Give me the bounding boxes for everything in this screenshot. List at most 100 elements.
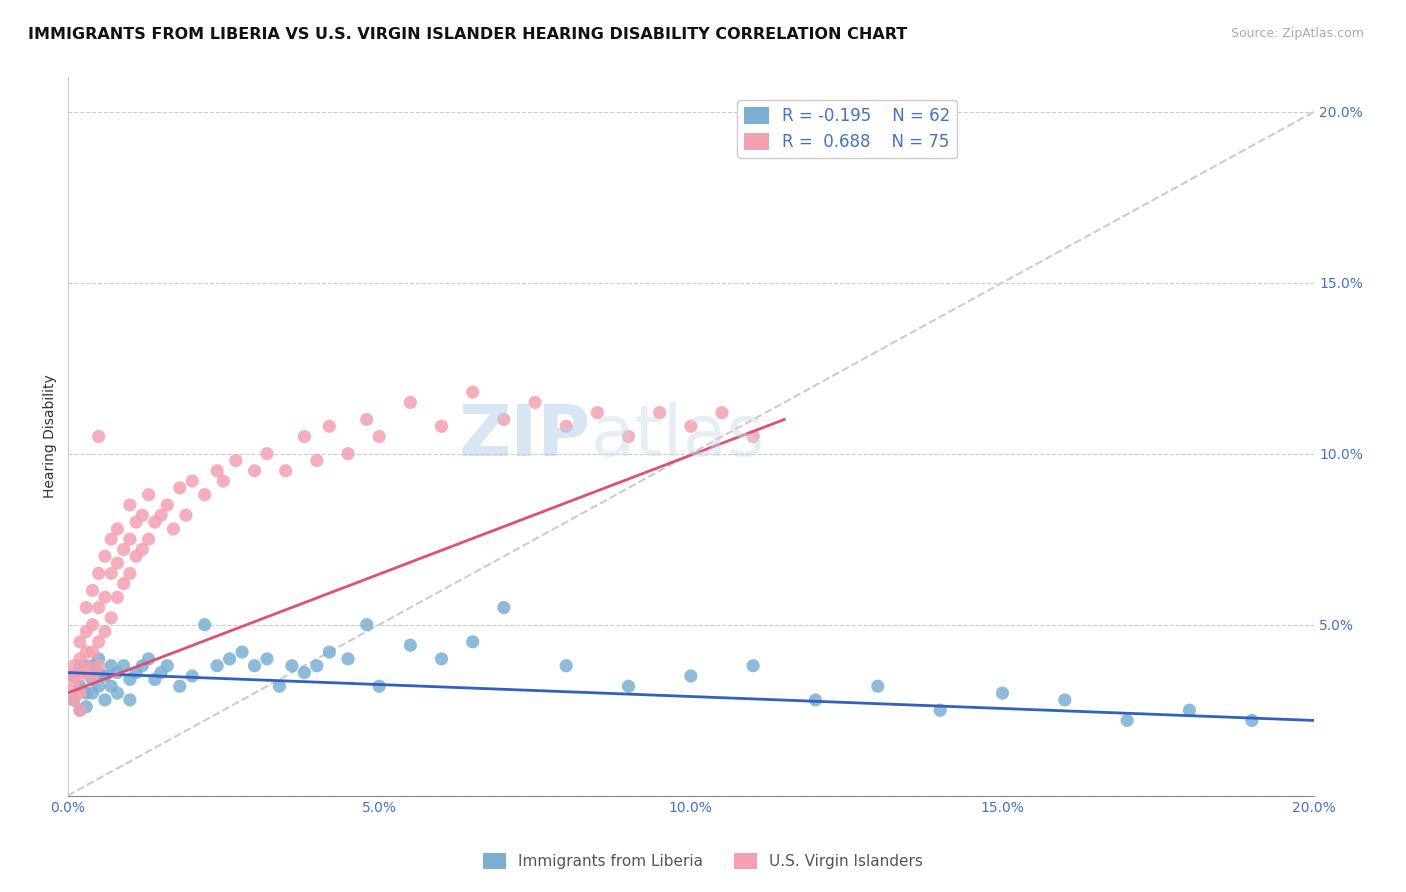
Point (555, 419, 578, 434)
Point (929, 703, 952, 717)
Point (356, 412, 378, 426)
Point (112, 658, 135, 673)
Text: Source: ZipAtlas.com: Source: ZipAtlas.com (1230, 27, 1364, 40)
Point (305, 453, 328, 467)
Point (75, 658, 97, 673)
Point (62, 693, 84, 707)
Point (87, 600, 110, 615)
Point (169, 679, 191, 693)
Point (75, 658, 97, 673)
Point (87, 429, 110, 443)
Point (461, 634, 484, 648)
Point (69, 652, 91, 666)
Point (87, 658, 110, 673)
Point (87, 679, 110, 693)
Point (118, 532, 141, 546)
Point (274, 464, 297, 478)
Point (82, 669, 104, 683)
Point (62, 669, 84, 683)
Point (138, 652, 160, 666)
Point (150, 508, 173, 523)
Point (1053, 693, 1076, 707)
Point (118, 673, 141, 687)
Point (82, 673, 104, 687)
Legend: R = -0.195    N = 62, R =  0.688    N = 75: R = -0.195 N = 62, R = 0.688 N = 75 (737, 100, 956, 158)
Point (318, 645, 340, 659)
Point (711, 406, 734, 420)
Point (181, 474, 204, 488)
Point (105, 686, 128, 700)
Point (100, 679, 122, 693)
Point (256, 447, 278, 461)
Point (75, 699, 97, 714)
Point (62, 679, 84, 693)
Point (430, 652, 453, 666)
Point (118, 566, 141, 581)
Point (524, 395, 547, 409)
Legend: Immigrants from Liberia, U.S. Virgin Islanders: Immigrants from Liberia, U.S. Virgin Isl… (477, 847, 929, 875)
Point (162, 522, 184, 536)
Point (243, 658, 266, 673)
Point (156, 498, 179, 512)
Point (269, 679, 291, 693)
Point (82, 645, 104, 659)
Point (461, 385, 484, 400)
Point (218, 652, 240, 666)
Point (138, 532, 160, 546)
Point (69, 703, 91, 717)
Point (87, 566, 110, 581)
Point (87, 634, 110, 648)
Point (100, 566, 122, 581)
Point (225, 453, 247, 467)
Point (69, 703, 91, 717)
Point (82, 617, 104, 632)
Point (94, 669, 117, 683)
Point (105, 522, 128, 536)
Point (150, 665, 173, 680)
Point (131, 542, 153, 557)
Point (679, 419, 702, 434)
Point (305, 658, 328, 673)
Point (356, 617, 378, 632)
Point (1240, 714, 1263, 728)
Point (205, 464, 228, 478)
Point (194, 488, 217, 502)
Point (82, 583, 104, 598)
Point (105, 591, 128, 605)
Point (212, 474, 235, 488)
Point (131, 658, 153, 673)
Point (492, 600, 515, 615)
Point (399, 395, 422, 409)
Point (1178, 703, 1201, 717)
Point (143, 673, 166, 687)
Point (112, 542, 135, 557)
Point (231, 645, 253, 659)
Point (94, 549, 117, 564)
Point (430, 419, 453, 434)
Point (205, 658, 228, 673)
Point (256, 652, 278, 666)
Text: IMMIGRANTS FROM LIBERIA VS U.S. VIRGIN ISLANDER HEARING DISABILITY CORRELATION C: IMMIGRANTS FROM LIBERIA VS U.S. VIRGIN I… (28, 27, 907, 42)
Point (399, 638, 422, 652)
Point (94, 693, 117, 707)
Point (143, 515, 166, 529)
Point (82, 686, 104, 700)
Text: ZIP: ZIP (458, 402, 591, 471)
Point (69, 634, 91, 648)
Point (69, 658, 91, 673)
Point (555, 658, 578, 673)
Point (62, 658, 84, 673)
Point (194, 617, 217, 632)
Point (991, 686, 1014, 700)
Point (75, 686, 97, 700)
Point (94, 591, 117, 605)
Point (100, 532, 122, 546)
Point (75, 665, 97, 680)
Point (94, 624, 117, 639)
Point (586, 406, 609, 420)
Point (679, 669, 702, 683)
Point (804, 693, 827, 707)
Point (368, 429, 391, 443)
Point (648, 406, 671, 420)
Point (112, 576, 135, 591)
